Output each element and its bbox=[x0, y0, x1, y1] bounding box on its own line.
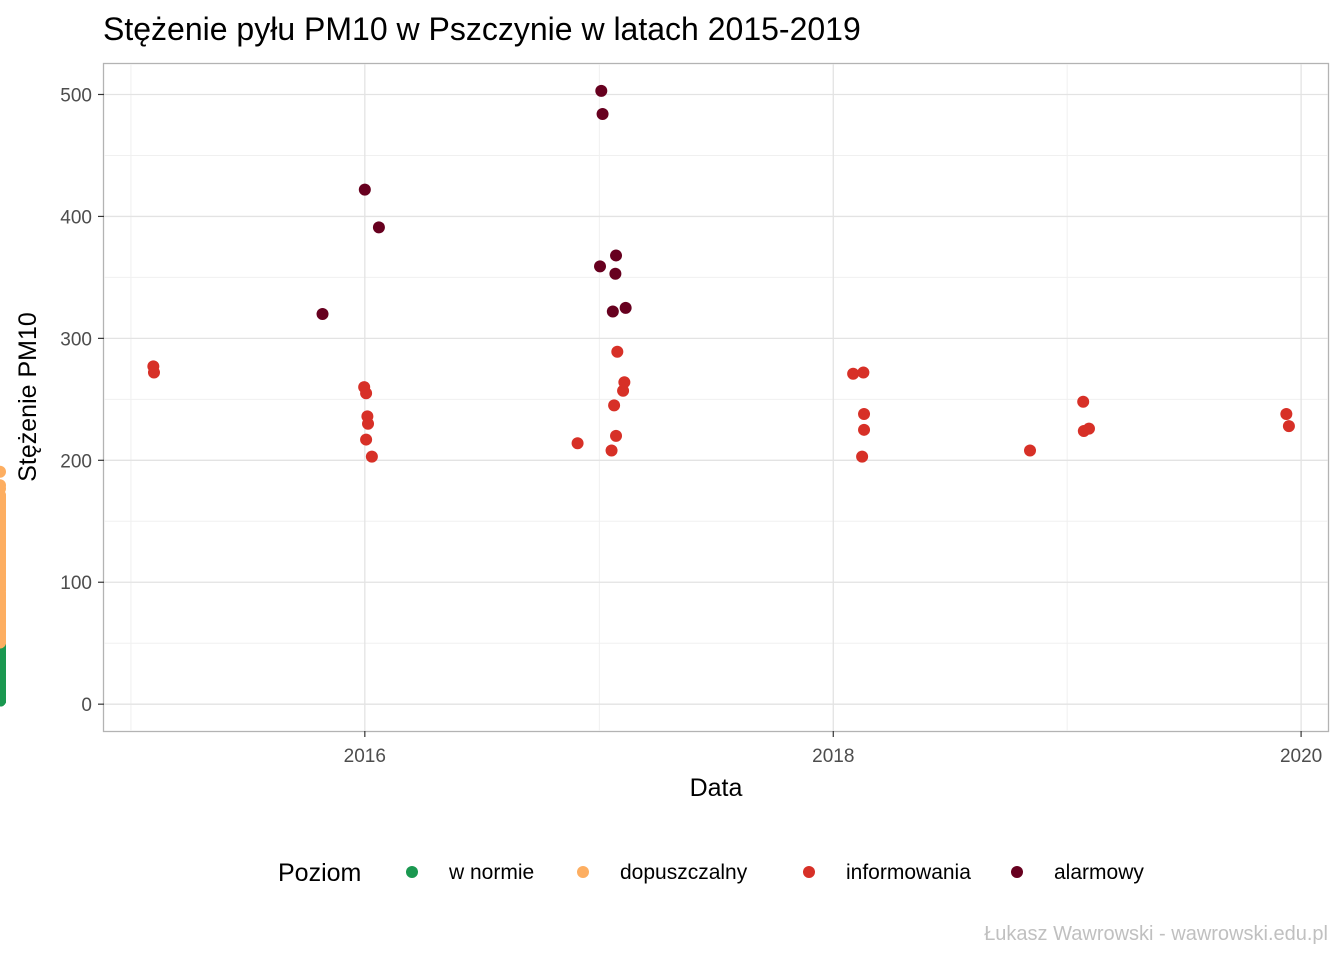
y-tick-label: 100 bbox=[60, 573, 92, 594]
legend-label: w normie bbox=[448, 861, 534, 884]
point-alarmowy bbox=[358, 183, 371, 196]
major-gridlines bbox=[104, 64, 1328, 731]
point-alarmowy bbox=[610, 249, 623, 262]
y-tick-label: 200 bbox=[60, 451, 92, 472]
point-informowania bbox=[1077, 395, 1090, 408]
point-informowania bbox=[605, 444, 618, 457]
y-tick-label: 400 bbox=[60, 207, 92, 228]
y-tick-label: 300 bbox=[60, 329, 92, 350]
y-tick-label: 0 bbox=[81, 695, 92, 716]
point-informowania bbox=[1282, 420, 1295, 433]
y-axis-title: Stężenie PM10 bbox=[14, 312, 42, 482]
legend-key bbox=[803, 866, 815, 878]
point-informowania bbox=[365, 450, 378, 463]
plot-panel bbox=[102, 62, 1330, 733]
point-dopuszczalny bbox=[0, 565, 6, 578]
legend-label: alarmowy bbox=[1054, 861, 1144, 884]
x-axis-ticks: 2016 2018 2020 bbox=[344, 731, 1322, 767]
point-dopuszczalny bbox=[0, 621, 6, 634]
point-informowania bbox=[1280, 407, 1293, 420]
point-informowania bbox=[857, 366, 870, 379]
point-informowania bbox=[856, 450, 869, 463]
point-alarmowy bbox=[619, 301, 632, 314]
x-tick-label: 2018 bbox=[812, 746, 854, 767]
point-dopuszczalny bbox=[0, 492, 6, 505]
point-alarmowy bbox=[594, 260, 607, 273]
x-tick-label: 2016 bbox=[344, 746, 386, 767]
point-informowania bbox=[858, 423, 871, 436]
chart-title: Stężenie pyłu PM10 w Pszczynie w latach … bbox=[103, 11, 861, 47]
legend-title: Poziom bbox=[278, 859, 361, 887]
point-w-normie bbox=[0, 690, 6, 703]
point-alarmowy bbox=[316, 307, 329, 320]
point-informowania bbox=[360, 387, 373, 400]
point-informowania bbox=[847, 367, 860, 380]
point-informowania bbox=[1024, 444, 1037, 457]
y-tick-label: 500 bbox=[60, 85, 92, 106]
point-dopuszczalny bbox=[0, 465, 6, 478]
legend-label: informowania bbox=[846, 861, 971, 884]
point-informowania bbox=[608, 399, 621, 412]
point-alarmowy bbox=[596, 107, 609, 120]
point-informowania bbox=[362, 417, 375, 430]
point-informowania bbox=[360, 433, 373, 446]
legend-key bbox=[577, 866, 589, 878]
legend: Poziom w normie dopuszczalny informowania a… bbox=[278, 859, 1144, 887]
legend-label: dopuszczalny bbox=[620, 861, 748, 884]
point-alarmowy bbox=[609, 267, 622, 280]
x-axis-title: Data bbox=[690, 774, 743, 802]
point-dopuszczalny bbox=[0, 520, 6, 533]
minor-gridlines bbox=[104, 64, 1328, 731]
point-dopuszczalny bbox=[0, 536, 6, 549]
data-points bbox=[0, 84, 1295, 707]
point-informowania bbox=[858, 407, 871, 420]
x-tick-label: 2020 bbox=[1280, 746, 1322, 767]
legend-key bbox=[406, 866, 418, 878]
point-alarmowy bbox=[606, 305, 619, 318]
point-dopuszczalny bbox=[0, 593, 6, 606]
point-informowania bbox=[610, 429, 623, 442]
legend-key bbox=[1011, 866, 1023, 878]
point-informowania bbox=[147, 366, 160, 379]
point-informowania bbox=[618, 376, 631, 389]
point-alarmowy bbox=[372, 221, 385, 234]
caption: Łukasz Wawrowski - wawrowski.edu.pl bbox=[984, 923, 1328, 945]
point-w-normie bbox=[0, 654, 6, 667]
point-alarmowy bbox=[595, 84, 608, 97]
point-informowania bbox=[1082, 422, 1095, 435]
point-informowania bbox=[571, 437, 584, 450]
y-axis-ticks: 0 100 200 300 400 500 bbox=[60, 85, 104, 716]
point-informowania bbox=[611, 345, 624, 358]
point-dopuszczalny bbox=[0, 602, 6, 615]
